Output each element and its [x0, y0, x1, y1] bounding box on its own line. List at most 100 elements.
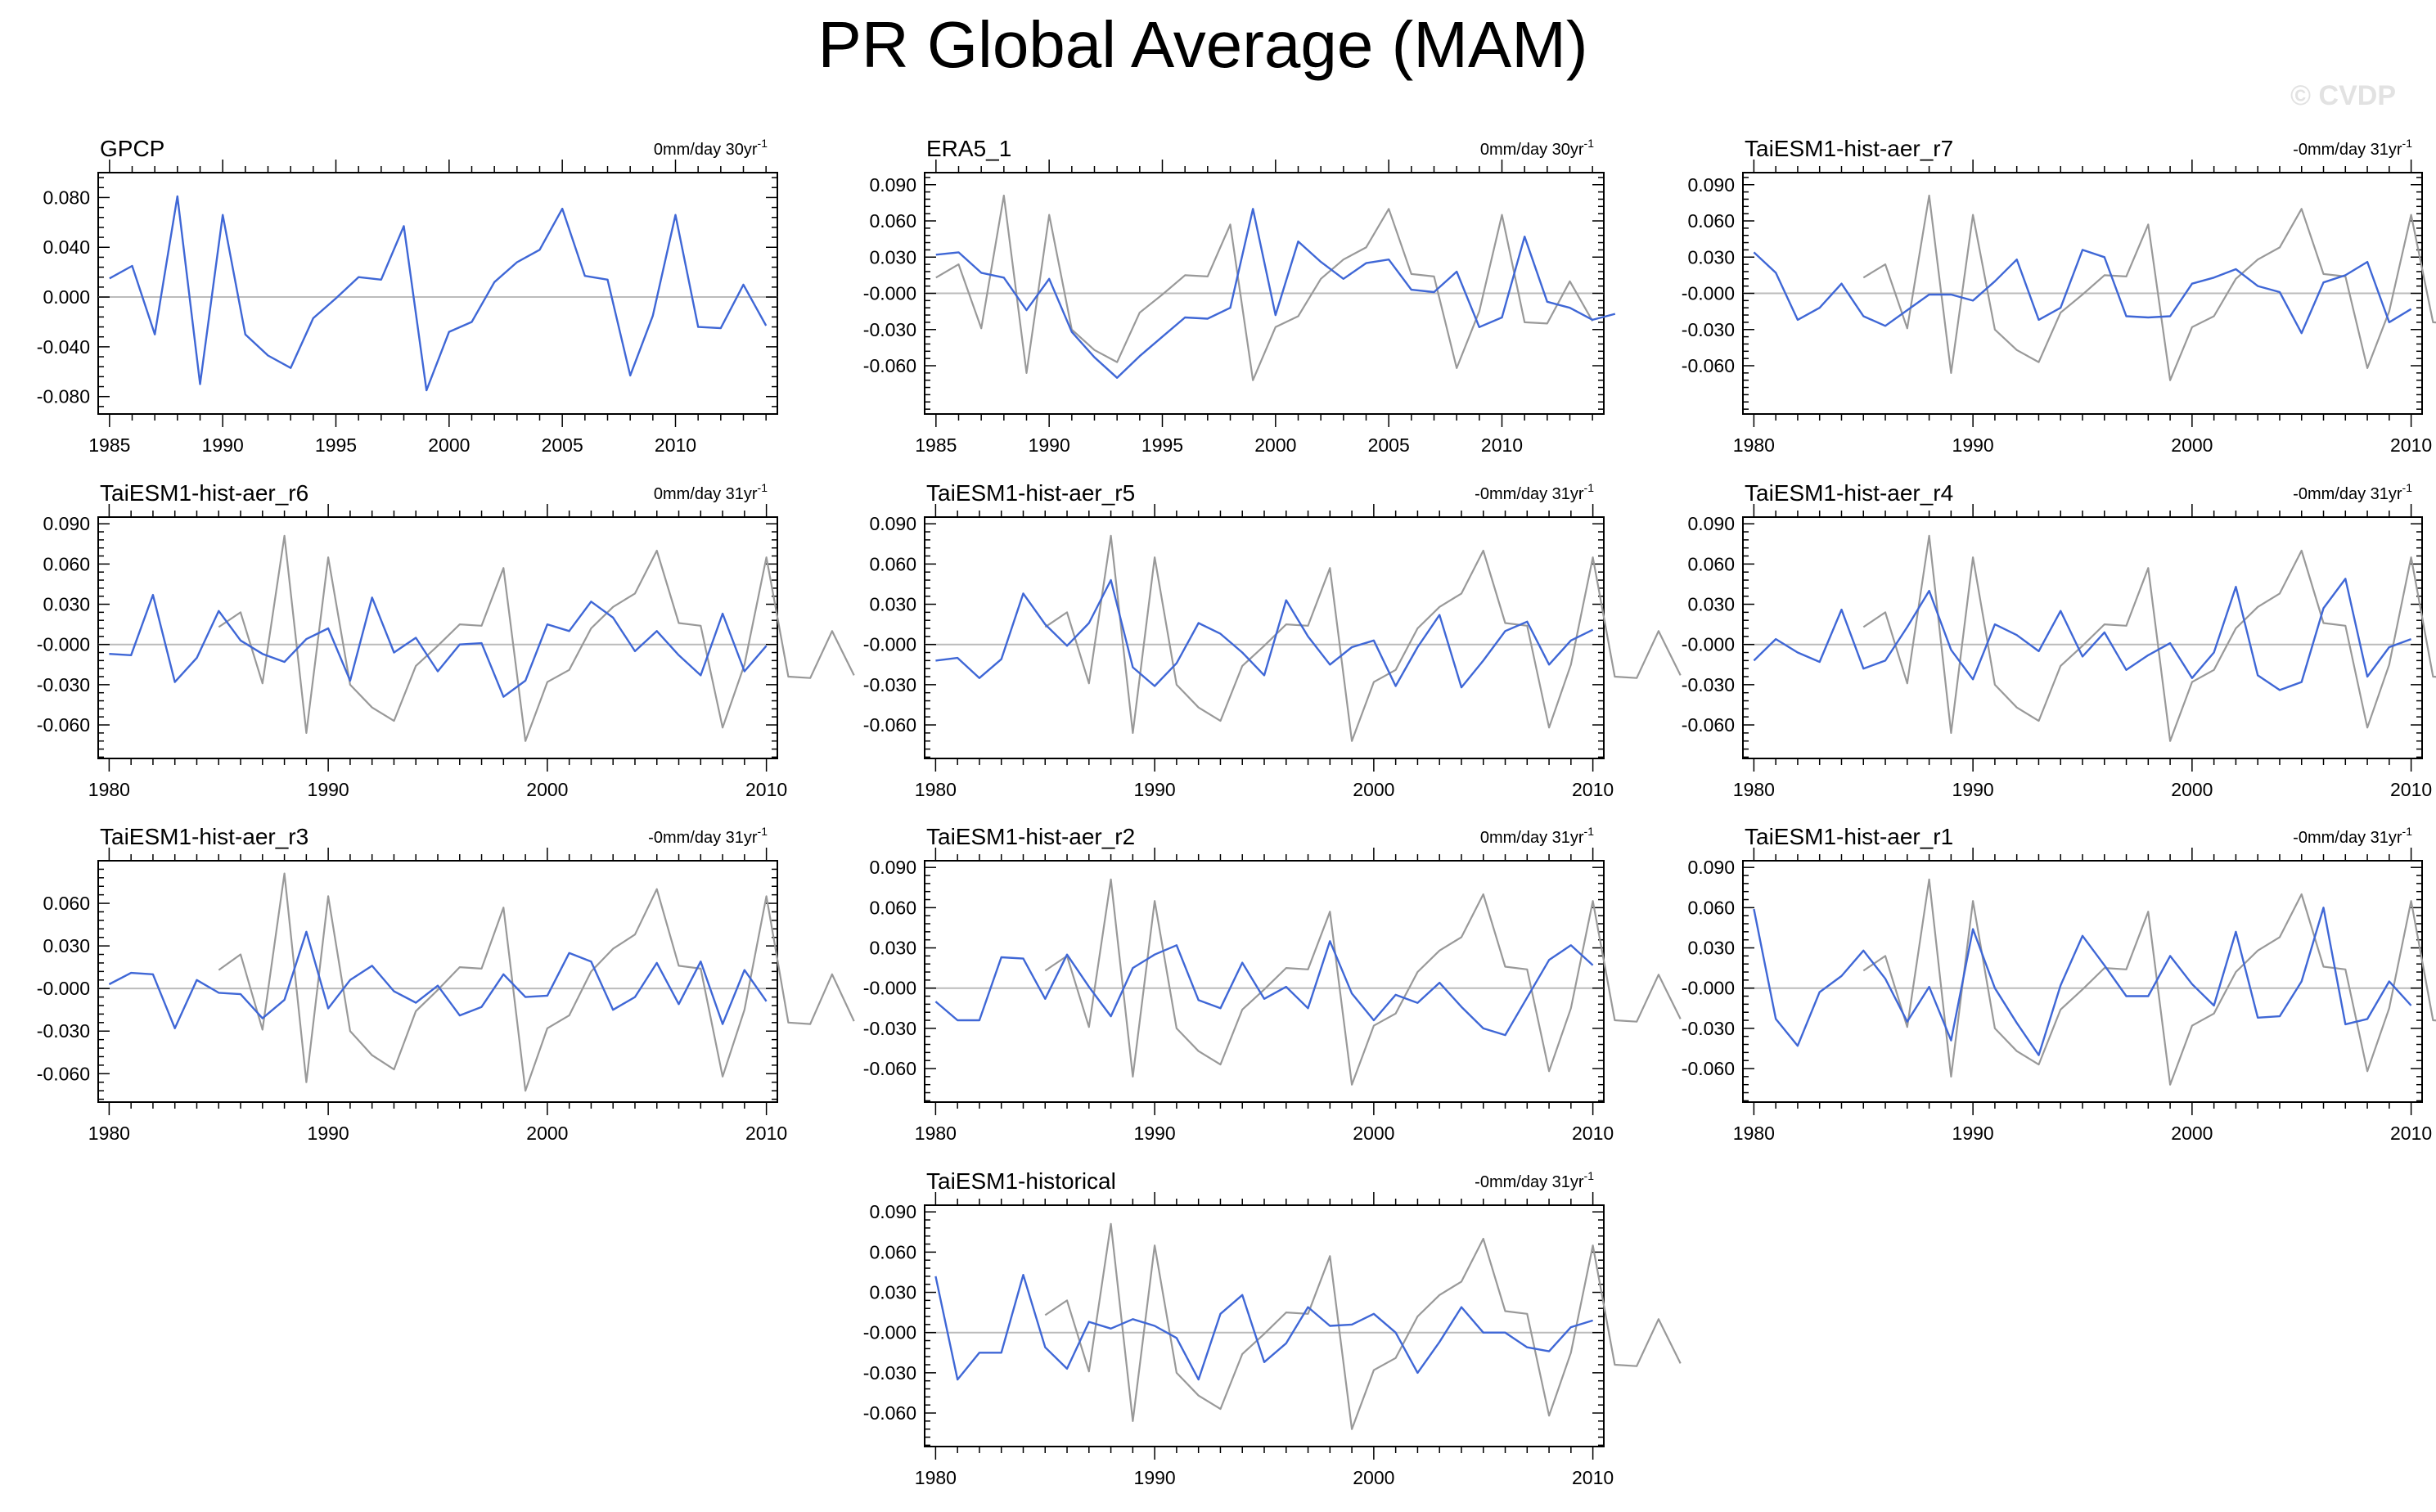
x-tick-label: 1980	[88, 779, 130, 800]
trend-label: 0mm/day 31yr-1	[654, 481, 768, 503]
y-tick-label: 0.090	[869, 857, 916, 878]
trend-exponent: -1	[1584, 137, 1595, 150]
x-tick-label: 1990	[1952, 434, 1994, 456]
panel-title: ERA5_1	[926, 136, 1011, 161]
x-tick-label: 2010	[1572, 1123, 1614, 1144]
panel-title: TaiESM1-hist-aer_r7	[1745, 136, 1953, 161]
model-series-line	[935, 578, 1594, 689]
y-tick-label: -0.060	[863, 714, 916, 736]
obs-series-line	[1044, 1222, 1682, 1430]
trend-exponent: -1	[2402, 137, 2413, 150]
x-tick-label: 2010	[745, 1123, 787, 1144]
trend-value: -0mm/day 31yr	[648, 829, 758, 847]
y-tick-label: 0.060	[1687, 553, 1735, 574]
y-tick-label: 0.000	[43, 286, 90, 308]
plot-frame	[924, 1204, 1605, 1447]
y-tick-label: -0.030	[863, 1362, 916, 1384]
y-tick-label: 0.060	[869, 210, 916, 232]
x-tick-label: 2005	[542, 434, 583, 456]
plot-frame	[97, 516, 778, 759]
x-tick-label: 2000	[2171, 1123, 2213, 1144]
x-tick-label: 2010	[1572, 1467, 1614, 1488]
y-tick-label: 0.060	[43, 553, 90, 574]
x-tick-label: 2000	[1353, 1123, 1394, 1144]
x-tick-label: 2000	[428, 434, 470, 456]
trend-value: 0mm/day 31yr	[1480, 829, 1584, 847]
trend-label: 0mm/day 31yr-1	[1480, 825, 1594, 847]
y-tick-label: 0.030	[1687, 938, 1735, 959]
y-tick-label: -0.060	[37, 714, 90, 736]
trend-label: -0mm/day 31yr-1	[2293, 137, 2412, 159]
plot-frame	[97, 172, 778, 415]
trend-value: -0mm/day 31yr	[1475, 485, 1584, 503]
y-tick-label: -0.030	[1682, 674, 1735, 695]
y-tick-label: -0.030	[37, 1020, 90, 1042]
x-tick-label: 2000	[1353, 779, 1394, 800]
trend-exponent: -1	[758, 825, 768, 838]
x-tick-label: 1990	[1952, 1123, 1994, 1144]
trend-value: 0mm/day 30yr	[654, 141, 758, 159]
model-series-line	[109, 593, 768, 698]
x-tick-label: 2010	[1481, 434, 1523, 456]
y-tick-label: -0.000	[863, 634, 916, 655]
y-tick-label: -0.000	[863, 978, 916, 999]
trend-exponent: -1	[1584, 481, 1595, 494]
model-series-line	[108, 930, 768, 1030]
x-tick-label: 1990	[308, 1123, 349, 1144]
trend-exponent: -1	[758, 137, 768, 150]
panel-title: TaiESM1-hist-aer_r6	[100, 480, 308, 506]
panel-6: TaiESM1-hist-aer_r3 -0mm/day 31yr-1 0.060 0…	[37, 824, 855, 1144]
y-tick-label: 0.030	[1687, 246, 1735, 268]
y-tick-label: -0.060	[1682, 1058, 1735, 1079]
model-series-line	[109, 195, 768, 392]
trend-exponent: -1	[1584, 1169, 1595, 1182]
x-tick-label: 1980	[915, 1123, 957, 1144]
trend-exponent: -1	[1584, 825, 1595, 838]
panel-9: TaiESM1-historical -0mm/day 31yr-1 0.090 0.…	[863, 1168, 1682, 1488]
x-tick-label: 1990	[1134, 1123, 1176, 1144]
panel-3: TaiESM1-hist-aer_r6 0mm/day 31yr-1 0.090 0.…	[37, 480, 855, 800]
y-tick-label: -0.000	[863, 283, 916, 304]
x-tick-label: 1995	[1141, 434, 1183, 456]
x-tick-label: 1990	[1952, 779, 1994, 800]
x-tick-label: 1995	[315, 434, 357, 456]
trend-value: 0mm/day 30yr	[1480, 141, 1584, 159]
y-tick-label: -0.000	[863, 1322, 916, 1343]
trend-value: 0mm/day 31yr	[654, 485, 758, 503]
y-tick-label: -0.000	[1682, 978, 1735, 999]
x-tick-label: 1990	[1029, 434, 1070, 456]
y-tick-label: -0.060	[1682, 355, 1735, 376]
y-tick-label: -0.000	[1682, 634, 1735, 655]
y-tick-label: 0.060	[869, 553, 916, 574]
trend-value: -0mm/day 31yr	[2293, 141, 2402, 159]
y-tick-label: 0.060	[1687, 897, 1735, 918]
obs-series-line	[1862, 534, 2436, 742]
plot-frame	[1742, 860, 2423, 1103]
trend-label: -0mm/day 31yr-1	[1475, 481, 1594, 503]
panel-8: TaiESM1-hist-aer_r1 -0mm/day 31yr-1 0.090 0…	[1682, 824, 2436, 1144]
x-tick-label: 2005	[1368, 434, 1410, 456]
model-series-line	[1753, 907, 2412, 1056]
y-tick-label: 0.060	[1687, 210, 1735, 232]
obs-series-line	[1862, 878, 2436, 1086]
trend-value: -0mm/day 31yr	[2293, 829, 2402, 847]
y-tick-label: -0.040	[37, 336, 90, 358]
plot-frame	[924, 860, 1605, 1103]
trend-label: 0mm/day 30yr-1	[654, 137, 768, 159]
y-tick-label: -0.000	[37, 634, 90, 655]
panel-title: TaiESM1-hist-aer_r5	[926, 480, 1135, 506]
y-tick-label: -0.000	[37, 978, 90, 999]
y-tick-label: 0.080	[43, 187, 90, 208]
panel-title: TaiESM1-hist-aer_r4	[1745, 480, 1953, 506]
y-tick-label: -0.080	[37, 386, 90, 407]
x-tick-label: 2010	[2390, 434, 2432, 456]
x-tick-label: 1980	[1733, 434, 1775, 456]
plot-frame	[924, 516, 1605, 759]
panel-title: TaiESM1-hist-aer_r1	[1745, 824, 1953, 849]
model-series-line	[935, 208, 1616, 379]
panel-title: TaiESM1-hist-aer_r3	[100, 824, 308, 849]
y-tick-label: 0.030	[1687, 594, 1735, 615]
x-tick-label: 1990	[1134, 1467, 1176, 1488]
watermark: © CVDP	[2290, 80, 2396, 111]
y-tick-label: -0.000	[1682, 283, 1735, 304]
